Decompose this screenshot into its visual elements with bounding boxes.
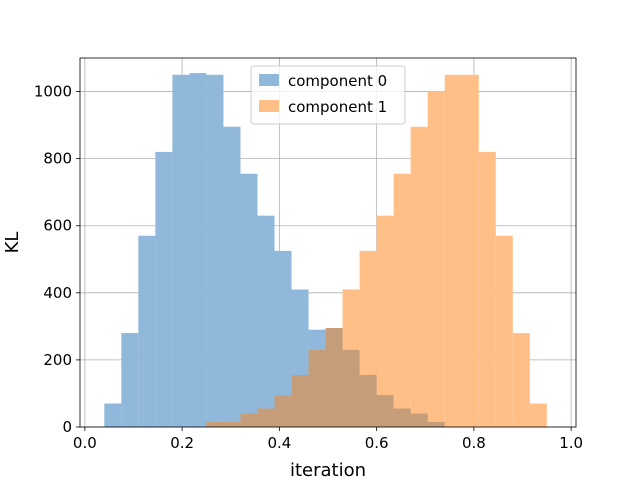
x-tick-label-2: 0.4 bbox=[267, 434, 291, 452]
bar-component-1-bin-17 bbox=[495, 235, 513, 427]
bar-component-0-bin-8 bbox=[240, 173, 258, 427]
bar-component-0-bin-1 bbox=[121, 333, 139, 427]
overlap-bar-bin-10 bbox=[274, 395, 292, 427]
bar-component-0-bin-7 bbox=[223, 126, 241, 427]
plot-frame bbox=[79, 57, 577, 428]
bar-component-1-bin-10 bbox=[376, 215, 394, 427]
legend-swatch-component-0 bbox=[259, 74, 279, 86]
bar-component-1-bin-18 bbox=[512, 333, 530, 427]
y-axis-label: KL bbox=[2, 232, 23, 254]
bar-component-1-bin-12 bbox=[410, 126, 428, 427]
bar-component-0-bin-2 bbox=[138, 235, 156, 427]
overlap-bar-bin-17 bbox=[393, 408, 411, 427]
x-tick-label-1: 0.2 bbox=[170, 434, 194, 452]
bar-component-1-bin-16 bbox=[478, 151, 496, 427]
bar-component-1-bin-13 bbox=[427, 91, 445, 427]
bar-component-1-bin-14 bbox=[444, 74, 462, 427]
bar-component-1-bin-19 bbox=[529, 403, 547, 427]
legend: component 0 component 1 bbox=[250, 65, 406, 125]
bar-component-0-bin-3 bbox=[155, 151, 173, 427]
bar-component-0-bin-0 bbox=[104, 403, 122, 427]
y-tick-label-1: 200 bbox=[43, 351, 72, 369]
x-tick-label-3: 0.6 bbox=[365, 434, 389, 452]
bar-component-1-bin-11 bbox=[393, 173, 411, 427]
overlap-bar-bin-9 bbox=[257, 408, 275, 427]
bar-component-0-bin-10 bbox=[274, 250, 292, 427]
y-tick-label-2: 400 bbox=[43, 284, 72, 302]
overlap-bar-bin-7 bbox=[223, 421, 241, 427]
overlap-bar-bin-6 bbox=[206, 421, 224, 427]
bar-component-0-bin-9 bbox=[257, 215, 275, 427]
bar-component-0-bin-5 bbox=[189, 73, 207, 427]
y-axis-ticks: 0 200 400 600 800 1000 bbox=[34, 83, 80, 436]
overlap-bar-bin-14 bbox=[342, 349, 360, 427]
overlap-bar-bin-19 bbox=[427, 421, 445, 427]
histogram-bars bbox=[104, 73, 547, 427]
x-tick-label-0: 0.0 bbox=[73, 434, 97, 452]
overlap-bar-bin-12 bbox=[308, 349, 326, 427]
y-tick-label-3: 600 bbox=[43, 217, 72, 235]
bar-component-0-bin-4 bbox=[172, 74, 190, 427]
overlap-bar-bin-18 bbox=[410, 413, 428, 427]
overlap-bar-bin-11 bbox=[291, 375, 309, 427]
x-tick-label-5: 1.0 bbox=[559, 434, 583, 452]
bar-component-1-bin-15 bbox=[461, 74, 479, 427]
overlap-bar-bin-15 bbox=[359, 375, 377, 427]
legend-label-component-0: component 0 bbox=[288, 72, 387, 90]
x-axis-label: iteration bbox=[290, 460, 366, 480]
bar-component-0-bin-6 bbox=[206, 74, 224, 427]
legend-label-component-1: component 1 bbox=[288, 98, 387, 116]
x-tick-label-4: 0.8 bbox=[462, 434, 486, 452]
overlap-bar-bin-13 bbox=[325, 328, 343, 427]
y-tick-label-4: 800 bbox=[43, 150, 72, 168]
overlap-bar-bin-16 bbox=[376, 395, 394, 427]
y-tick-label-5: 1000 bbox=[34, 83, 72, 101]
legend-box bbox=[250, 65, 406, 125]
legend-swatch-component-1 bbox=[259, 100, 279, 112]
y-tick-label-0: 0 bbox=[62, 418, 72, 436]
overlap-bar-bin-8 bbox=[240, 413, 258, 427]
overlap-bars bbox=[206, 328, 445, 427]
x-axis-ticks: 0.0 0.2 0.4 0.6 0.8 1.0 bbox=[73, 427, 583, 452]
